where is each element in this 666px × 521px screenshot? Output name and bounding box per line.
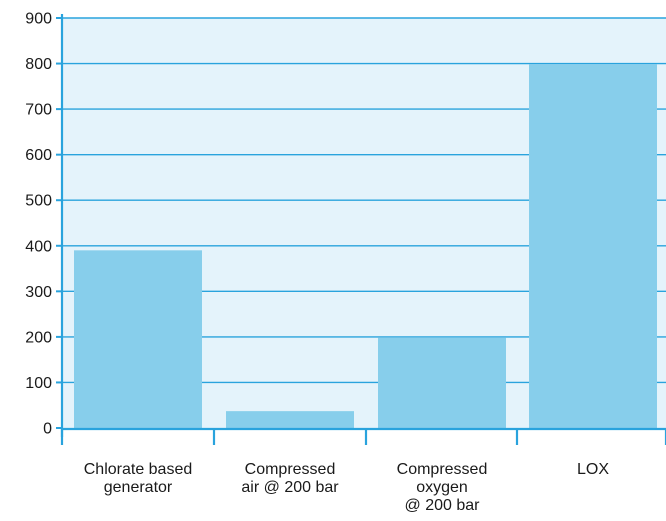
x-category-label-line: generator	[104, 479, 173, 496]
y-tick-labels: 0 100 200 300 400 500 600 700 800 900	[25, 11, 52, 438]
y-tick-label: 800	[25, 56, 52, 73]
y-tick-label: 500	[25, 193, 52, 210]
y-tick-label: 600	[25, 147, 52, 164]
x-category-label: Compressed oxygen @ 200 bar	[397, 461, 488, 514]
bars	[74, 64, 657, 428]
bar-1	[74, 250, 202, 428]
x-category-label-line: Compressed	[245, 461, 336, 478]
x-category-label-line: Chlorate based	[84, 461, 193, 478]
x-category-label-line: LOX	[577, 461, 609, 478]
x-category-label: Compressed air @ 200 bar	[241, 461, 339, 496]
x-category-label-line: Compressed	[397, 461, 488, 478]
bar-3	[378, 337, 506, 428]
y-tick-label: 100	[25, 375, 52, 392]
x-category-label-line: @ 200 bar	[405, 497, 481, 514]
x-category-label: Chlorate based generator	[84, 461, 193, 496]
y-tick-label: 300	[25, 284, 52, 301]
y-tick-label: 0	[43, 421, 52, 438]
bar-2	[226, 411, 354, 428]
y-tick-label: 900	[25, 11, 52, 28]
x-category-label-line: air @ 200 bar	[241, 479, 339, 496]
y-tick-label: 700	[25, 102, 52, 119]
y-tick-label: 200	[25, 329, 52, 346]
x-category-label-line: oxygen	[416, 479, 468, 496]
axes	[56, 14, 666, 445]
y-tick-label: 400	[25, 238, 52, 255]
x-category-label: LOX	[577, 461, 609, 478]
bar-4	[529, 64, 657, 428]
